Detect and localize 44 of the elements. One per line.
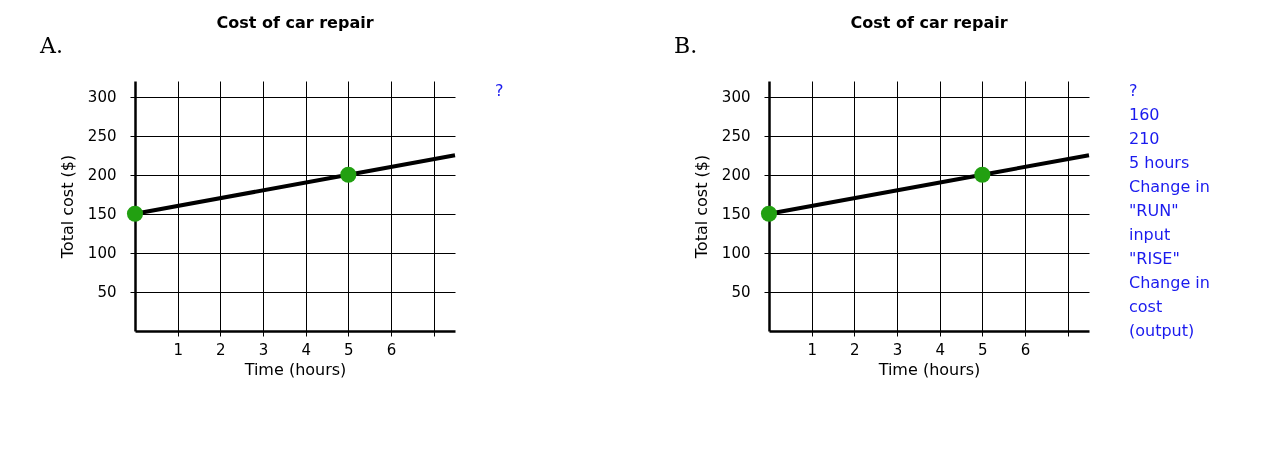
y-axis-title: Total cost ($) [57,154,77,260]
x-tick-label: 1 [807,340,817,359]
x-axis-title: Time (hours) [243,359,347,379]
x-axis-title: Time (hours) [877,359,981,379]
y-tick-label: 250 [721,127,751,146]
y-tick-label: 150 [87,205,117,224]
text: Change in [1129,177,1210,196]
text: "RISE" [1129,249,1180,268]
x-tick-label: 2 [216,340,226,359]
text: 210 [1129,129,1160,148]
text: cost [1129,297,1163,316]
x-tick-label: 5 [978,340,988,359]
y-tick-label: 300 [721,88,751,107]
x-tick-label: 6 [1020,340,1031,359]
y-tick-label: 300 [87,88,117,107]
x-tick-label: 2 [850,340,860,359]
y-tick-label: 100 [87,244,117,263]
text: (output) [1129,321,1195,340]
x-tick-label: 3 [258,340,269,359]
x-tick-label: 6 [386,340,397,359]
y-axis-title: Total cost ($) [691,154,711,260]
text: ? [1129,81,1138,100]
x-tick-label: 4 [935,340,945,359]
y-tick-label: 100 [721,244,751,263]
text: A. [39,33,63,58]
text: Change in [1129,273,1210,292]
y-tick-label: 200 [721,166,751,185]
text: input [1129,225,1171,244]
text: ? [495,81,504,100]
y-tick-label: 50 [97,283,117,302]
text: "RUN" [1129,201,1179,220]
x-tick-label: 3 [892,340,903,359]
y-tick-label: 200 [87,166,117,185]
y-tick-label: 250 [87,127,117,146]
y-tick-label: 150 [721,205,751,224]
text: 160 [1129,105,1160,124]
chart-title: Cost of car repair [216,13,374,32]
chart-title: Cost of car repair [850,13,1008,32]
x-tick-label: 1 [173,340,183,359]
x-tick-label: 5 [344,340,354,359]
text: B. [674,33,698,58]
text: 5 hours [1129,153,1190,172]
x-tick-label: 4 [301,340,311,359]
y-tick-label: 50 [731,283,751,302]
